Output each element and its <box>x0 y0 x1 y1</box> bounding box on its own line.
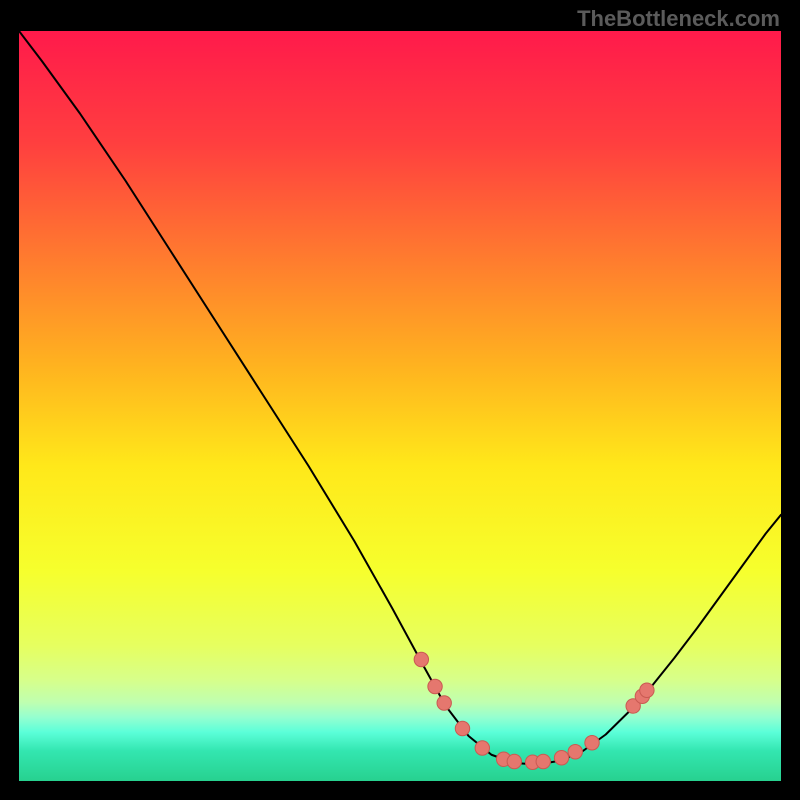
watermark-text: TheBottleneck.com <box>577 6 780 32</box>
chart-frame: TheBottleneck.com <box>0 0 800 800</box>
data-marker <box>437 696 451 710</box>
data-marker <box>428 679 442 693</box>
data-marker <box>554 751 568 765</box>
data-marker <box>640 683 654 697</box>
bottleneck-curve <box>19 31 781 765</box>
data-marker <box>507 754 521 768</box>
data-marker <box>455 721 469 735</box>
data-marker <box>414 652 428 666</box>
data-marker <box>536 754 550 768</box>
data-marker <box>585 736 599 750</box>
data-marker <box>568 745 582 759</box>
curve-layer <box>19 31 781 781</box>
plot-area <box>19 31 781 781</box>
data-marker <box>475 741 489 755</box>
